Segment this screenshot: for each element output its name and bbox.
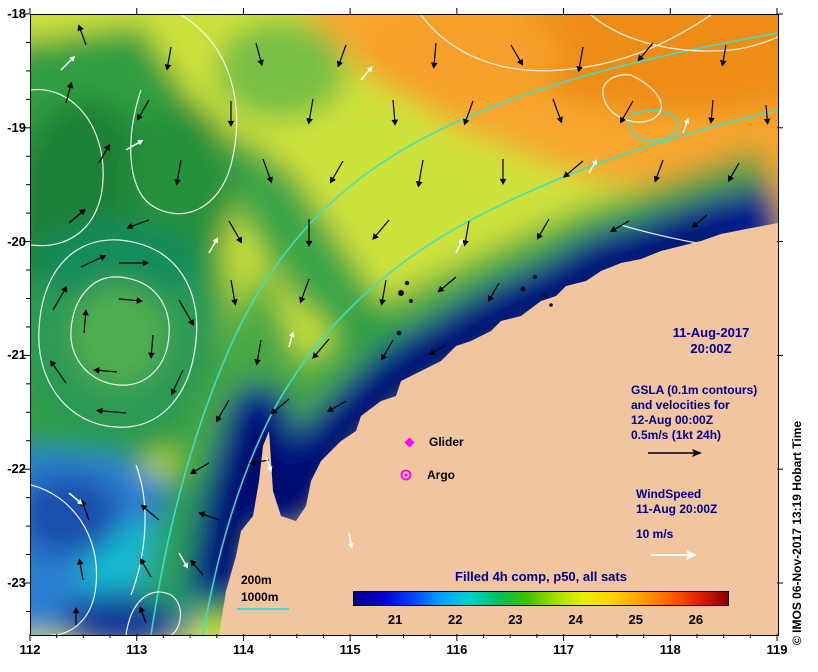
colorbar-tick-label: 25 (628, 612, 643, 627)
colorbar-tick-label: 21 (387, 612, 403, 627)
x-tick-label: 113 (126, 642, 148, 657)
y-tick-label: -23 (7, 575, 26, 590)
copyright-text: © IMOS 06-Nov-2017 13:19 Hobart Time (790, 420, 804, 645)
x-tick-label: 112 (19, 642, 41, 657)
gsla-legend-line: and velocities for (631, 398, 730, 412)
y-tick-label: -21 (7, 347, 26, 363)
bathy-contour-sample-line (237, 608, 289, 610)
y-tick-label: -22 (7, 461, 26, 477)
gsla-legend-line: GSLA (0.1m contours) (631, 383, 758, 397)
wind-scale-arrow-icon (651, 550, 697, 560)
gsla-legend: GSLA (0.1m contours) and velocities for … (631, 383, 757, 443)
colorbar-tick-label: 26 (688, 612, 704, 627)
map-date: 11-Aug-2017 (672, 325, 750, 340)
map-datetime: 11-Aug-2017 20:00Z (641, 325, 781, 357)
argo-label: Argo (427, 468, 455, 482)
depth-1000m-label: 1000m (241, 590, 279, 604)
y-tick-label: -19 (7, 119, 26, 135)
land-polygon (219, 223, 778, 635)
x-tick-label: 116 (446, 642, 468, 657)
wind-legend-time: 11-Aug 20:00Z (636, 502, 718, 516)
gsla-legend-line: 12-Aug 00:00Z (631, 413, 714, 427)
current-velocity-arrows (49, 24, 771, 625)
map-time: 20:00Z (690, 341, 732, 356)
glider-label: Glider (429, 435, 464, 449)
colorbar-tick-label: 24 (568, 612, 583, 627)
gsla-legend-line: 0.5m/s (1kt 24h) (631, 428, 722, 442)
gsla-contours (31, 15, 778, 635)
ocean-map-canvas (31, 15, 778, 635)
x-tick-label: 118 (659, 642, 681, 657)
y-tick-label: -18 (7, 6, 26, 21)
argo-marker-icon (400, 469, 412, 481)
x-tick-label: 115 (339, 642, 361, 657)
wind-scale-label: 10 m/s (636, 527, 674, 541)
wind-arrows (60, 55, 690, 569)
colorbar-tick-label: 22 (448, 612, 463, 627)
x-tick-label: 119 (766, 642, 788, 657)
gsla-scale-arrow-icon (648, 449, 702, 457)
colorbar-tick-label: 23 (508, 612, 523, 627)
x-tick-label: 114 (232, 642, 254, 657)
islands (396, 274, 553, 336)
map-plot-area: 11-Aug-2017 20:00Z GSLA (0.1m contours) … (30, 14, 779, 636)
y-tick-label: -20 (7, 233, 26, 249)
wind-legend-title: WindSpeed (636, 487, 702, 501)
wind-legend: WindSpeed 11-Aug 20:00Z (636, 487, 717, 517)
sst-field-layer (31, 15, 778, 635)
colorbar-title: Filled 4h comp, p50, all sats (455, 569, 627, 584)
x-tick-label: 117 (553, 642, 575, 657)
colorbar (353, 591, 729, 606)
depth-200m-label: 200m (241, 573, 272, 587)
